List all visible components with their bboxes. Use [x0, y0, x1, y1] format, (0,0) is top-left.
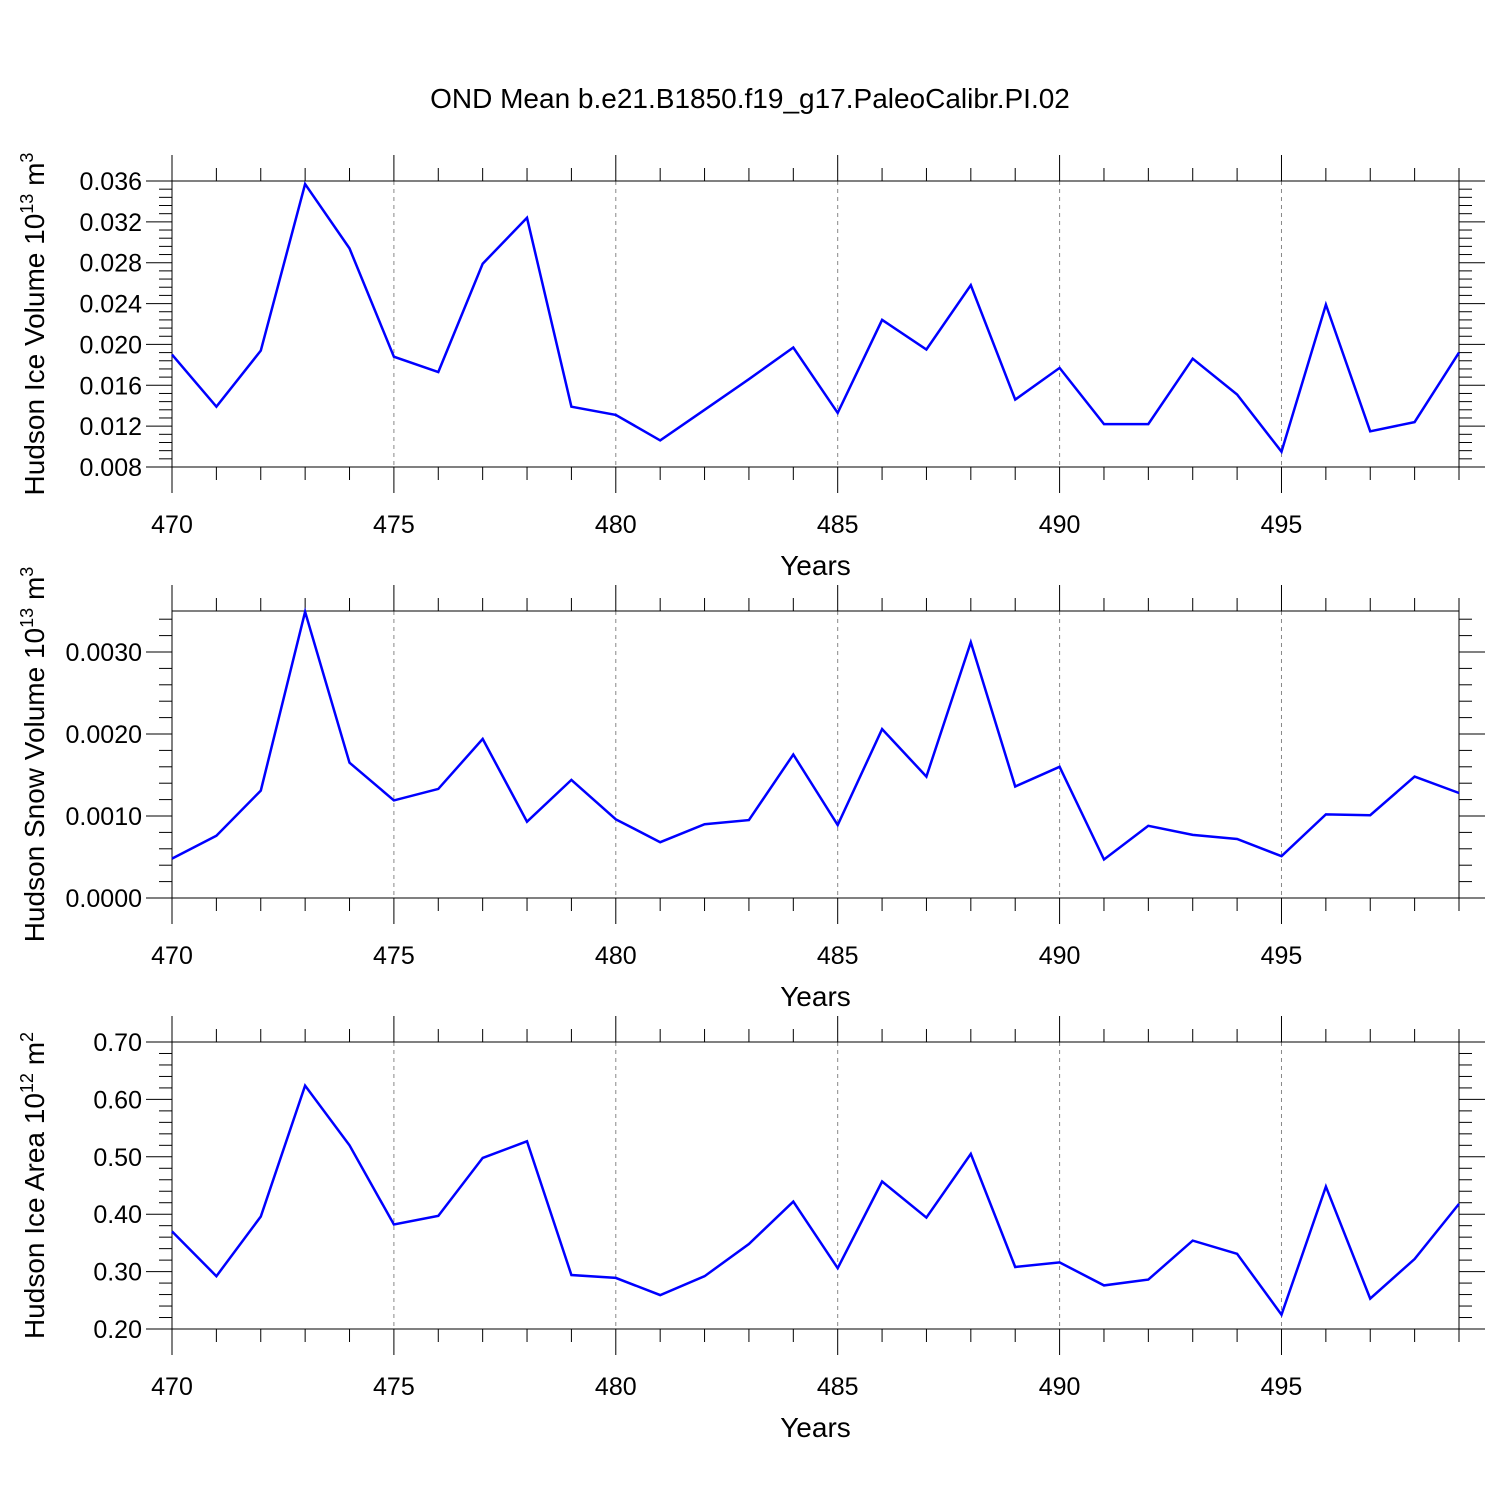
- panel-1: 470 475 480 485 490 495 0.008 0.012 0.016 0.020 0.…: [17, 153, 1485, 581]
- x-tick-label: 485: [817, 1373, 859, 1401]
- x-tick-label: 480: [595, 511, 637, 539]
- x-tick-label: 495: [1261, 1373, 1303, 1401]
- y-tick-label: 0.024: [79, 291, 142, 319]
- y-axis-label: Hudson Snow Volume 1013 m3: [17, 567, 50, 943]
- series-line: [172, 1086, 1459, 1315]
- y-tick-label: 0.036: [79, 168, 142, 196]
- y-tick-label: 0.60: [93, 1086, 142, 1114]
- x-tick-label: 475: [373, 511, 415, 539]
- y-tick-label: 0.0020: [66, 721, 142, 749]
- x-tick-label: 480: [595, 1373, 637, 1401]
- y-tick-label: 0.0030: [66, 639, 142, 667]
- x-tick-label: 475: [373, 942, 415, 970]
- x-tick-label: 475: [373, 1373, 415, 1401]
- series-line: [172, 612, 1459, 860]
- x-tick-label: 485: [817, 511, 859, 539]
- x-tick-label: 490: [1039, 1373, 1081, 1401]
- y-tick-label: 0.40: [93, 1201, 142, 1229]
- y-axis-label: Hudson Ice Volume 1013 m3: [17, 153, 50, 496]
- plot-frame: [172, 611, 1459, 898]
- x-tick-label: 480: [595, 942, 637, 970]
- x-tick-label: 490: [1039, 511, 1081, 539]
- y-axis-label: Hudson Ice Area 1012 m2: [17, 1032, 50, 1339]
- x-tick-label: 495: [1261, 511, 1303, 539]
- y-tick-label: 0.0000: [66, 885, 142, 913]
- plot-frame: [172, 1042, 1459, 1329]
- y-tick-label: 0.008: [79, 454, 142, 482]
- series-line: [172, 184, 1459, 452]
- y-tick-label: 0.012: [79, 413, 142, 441]
- y-tick-label: 0.50: [93, 1144, 142, 1172]
- y-tick-label: 0.70: [93, 1029, 142, 1057]
- y-tick-label: 0.016: [79, 372, 142, 400]
- x-axis-label: Years: [780, 550, 851, 581]
- x-tick-label: 485: [817, 942, 859, 970]
- plot-frame: [172, 181, 1459, 467]
- x-axis-label: Years: [780, 981, 851, 1012]
- x-axis-label: Years: [780, 1412, 851, 1443]
- y-tick-label: 0.30: [93, 1259, 142, 1287]
- chart-title: OND Mean b.e21.B1850.f19_g17.PaleoCalibr…: [430, 83, 1070, 114]
- y-tick-label: 0.032: [79, 209, 142, 237]
- x-tick-label: 470: [151, 1373, 193, 1401]
- x-tick-label: 495: [1261, 942, 1303, 970]
- y-tick-label: 0.0010: [66, 803, 142, 831]
- x-tick-label: 470: [151, 511, 193, 539]
- y-tick-label: 0.20: [93, 1316, 142, 1344]
- x-tick-label: 490: [1039, 942, 1081, 970]
- y-tick-label: 0.020: [79, 331, 142, 359]
- x-tick-label: 470: [151, 942, 193, 970]
- y-tick-label: 0.028: [79, 250, 142, 278]
- panel-2: 470 475 480 485 490 495 0.0000 0.0010 0.0020 0.00…: [17, 567, 1485, 1012]
- panel-3: 470 475 480 485 490 495 0.20 0.30 0.40 0.50 0.60 0.…: [17, 1016, 1485, 1443]
